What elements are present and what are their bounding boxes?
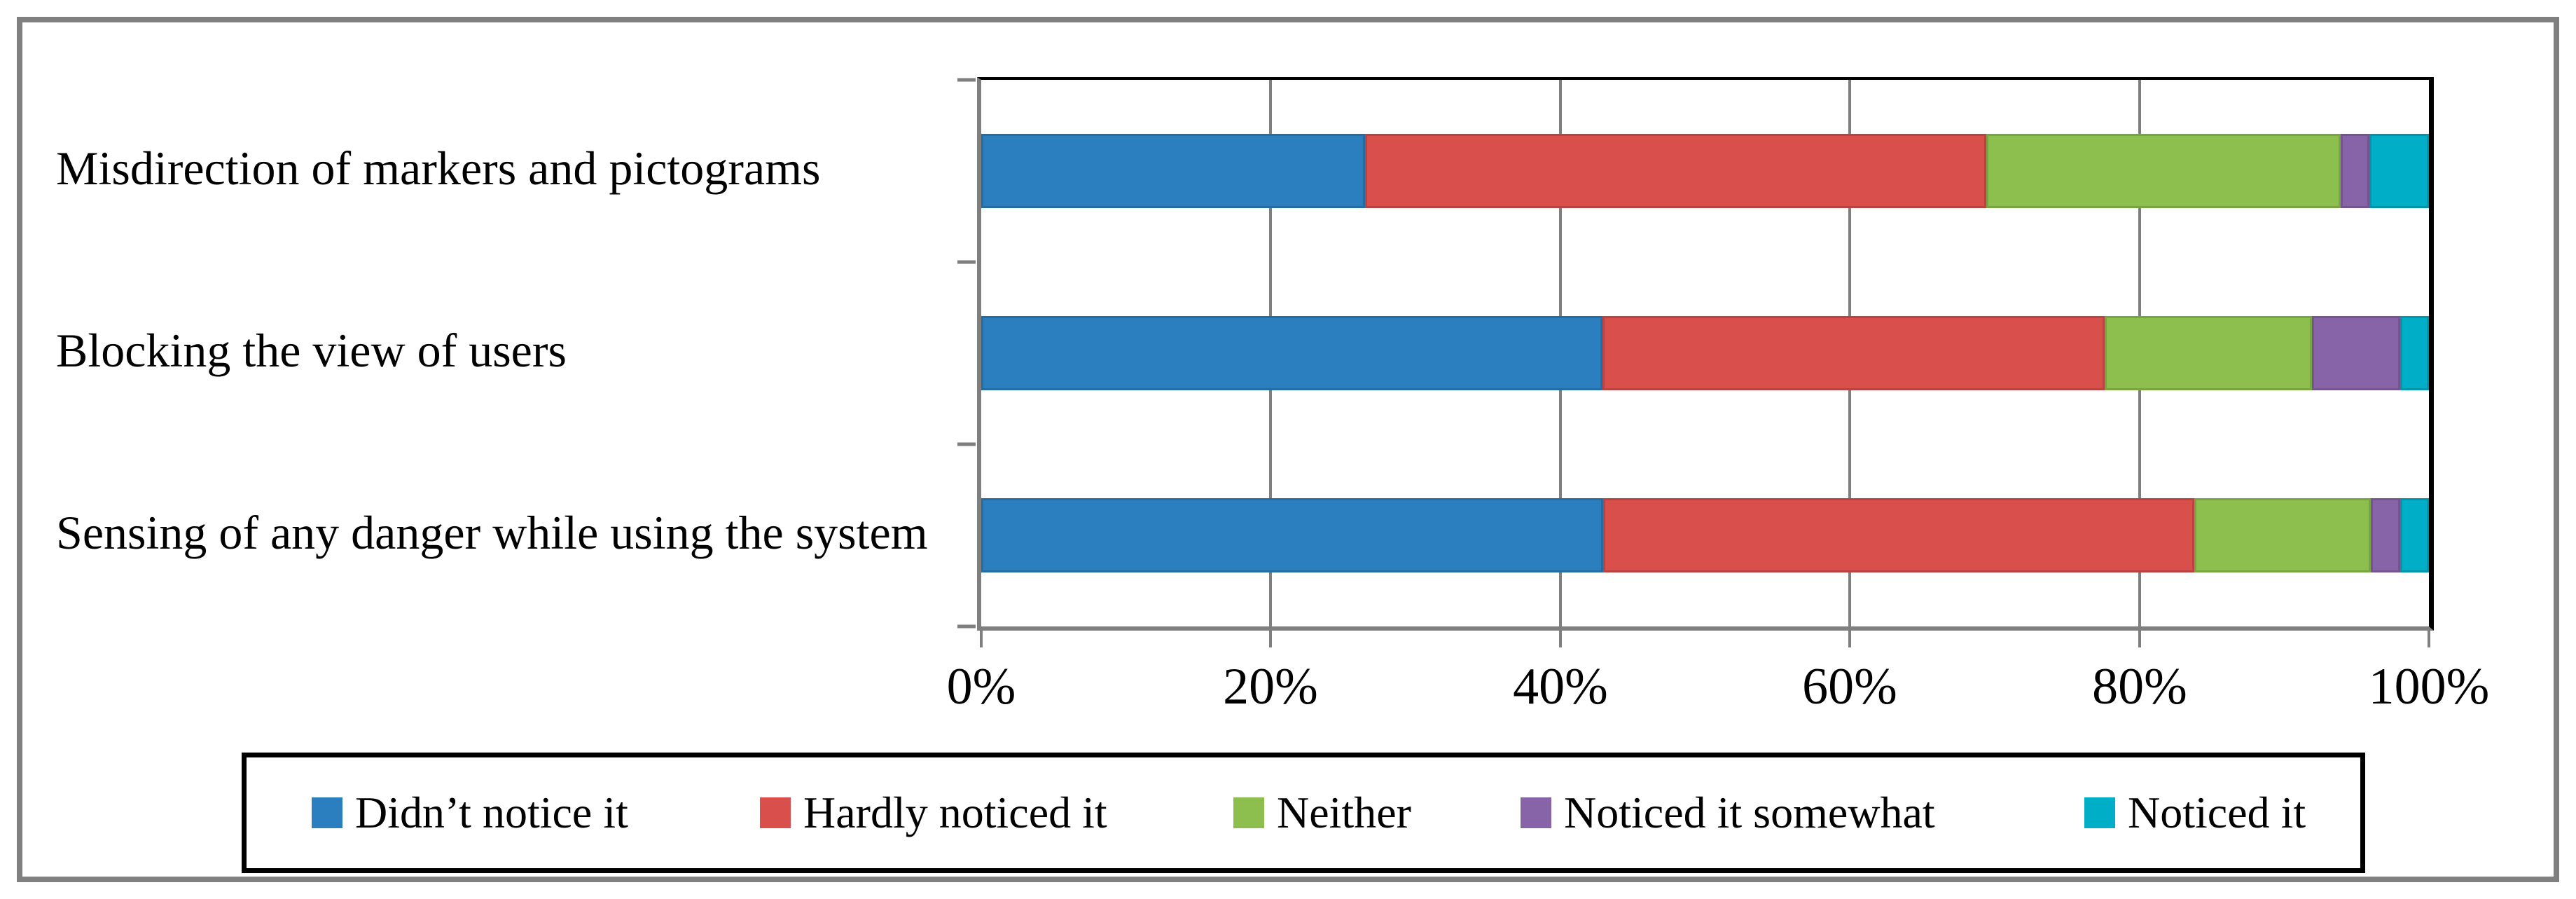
- bar-segment-3-cat-0: [2340, 134, 2370, 208]
- legend-label-noticed-somewhat: Noticed it somewhat: [1564, 788, 1935, 837]
- x-tick-label-0: 0%: [946, 658, 1016, 715]
- x-axis-tick-80: [2138, 631, 2141, 647]
- bar-segment-3-cat-1: [2311, 316, 2400, 390]
- category-label-sensing: Sensing of any danger while using the sy…: [56, 505, 928, 559]
- bar-segment-1-cat-0: [1364, 134, 1986, 208]
- x-axis-tick-60: [1848, 631, 1852, 647]
- bar-row-0: [981, 134, 2430, 208]
- x-tick-label-80: 80%: [2092, 658, 2187, 715]
- x-tick-label-60: 60%: [1802, 658, 1897, 715]
- plot-area: [957, 77, 2434, 647]
- bar-segment-0-cat-2: [981, 498, 1603, 572]
- bar-segment-3-cat-2: [2371, 498, 2400, 572]
- y-axis-tick: [957, 260, 976, 264]
- bar-segment-1-cat-2: [1602, 498, 2194, 572]
- legend-swatch-neither: [1233, 797, 1264, 828]
- x-tick-label-20: 20%: [1223, 658, 1318, 715]
- y-axis-tick: [957, 442, 976, 446]
- legend-label-hardly-noticed: Hardly noticed it: [803, 788, 1107, 837]
- bar-segment-1-cat-1: [1602, 316, 2105, 390]
- bar-segment-2-cat-1: [2105, 316, 2312, 390]
- bar-row-1: [981, 316, 2430, 390]
- legend-box: Didn’t notice it Hardly noticed it Neith…: [242, 753, 2365, 873]
- legend-item-noticed-it: Noticed it: [2084, 757, 2306, 868]
- bar-segment-0-cat-0: [981, 134, 1365, 208]
- legend-swatch-didnt-notice: [312, 797, 342, 828]
- x-axis-tick-40: [1558, 631, 1562, 647]
- legend-item-didnt-notice: Didn’t notice it: [312, 757, 628, 868]
- category-label-blocking: Blocking the view of users: [56, 323, 567, 377]
- legend-item-hardly-noticed: Hardly noticed it: [760, 757, 1107, 868]
- x-axis-tick-100: [2428, 631, 2430, 647]
- bar-segment-4-cat-1: [2400, 316, 2430, 390]
- bar-segment-2-cat-2: [2194, 498, 2371, 572]
- y-axis-tick: [957, 624, 976, 629]
- category-label-misdirection: Misdirection of markers and pictograms: [56, 141, 821, 195]
- bar-segment-4-cat-2: [2400, 498, 2429, 572]
- bar-row-2: [981, 498, 2429, 572]
- x-axis-tick-0: [980, 631, 983, 647]
- bar-segment-2-cat-0: [1986, 134, 2341, 208]
- x-axis-tick-20: [1269, 631, 1273, 647]
- legend-label-noticed-it: Noticed it: [2128, 788, 2306, 837]
- legend-item-noticed-somewhat: Noticed it somewhat: [1521, 757, 1935, 868]
- x-tick-label-40: 40%: [1513, 658, 1608, 715]
- plot-inner: [957, 78, 2430, 647]
- legend-label-neither: Neither: [1277, 788, 1411, 837]
- bar-segment-4-cat-0: [2369, 134, 2430, 208]
- legend-swatch-noticed-it: [2084, 797, 2115, 828]
- legend-swatch-hardly-noticed: [760, 797, 791, 828]
- bar-segment-0-cat-1: [981, 316, 1602, 390]
- legend-item-neither: Neither: [1233, 757, 1411, 868]
- legend-label-didnt-notice: Didn’t notice it: [355, 788, 628, 837]
- legend-swatch-noticed-somewhat: [1521, 797, 1551, 828]
- x-tick-label-100: 100%: [2368, 658, 2490, 715]
- y-axis-tick: [957, 78, 976, 82]
